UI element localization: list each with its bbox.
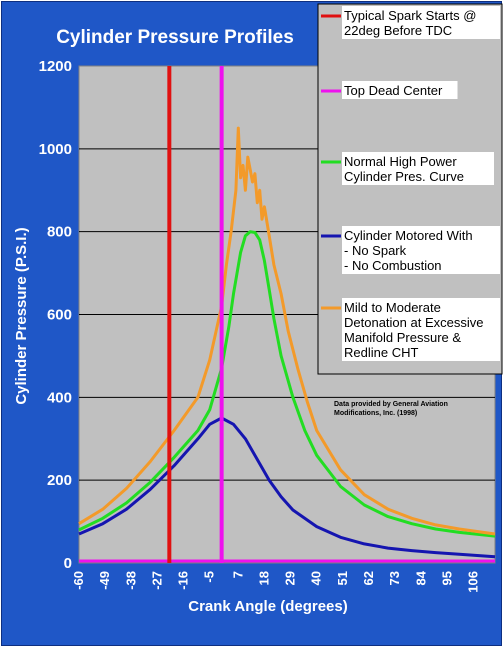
- series-line-0: [78, 230, 496, 538]
- y-tick-label: 0: [64, 555, 72, 572]
- legend-label-4: Mild to Moderate Detonation at Excessive M…: [344, 300, 483, 360]
- x-tick-label: -27: [149, 571, 164, 590]
- chart-title: Cylinder Pressure Profiles: [56, 27, 294, 48]
- y-tick-label: 600: [47, 307, 72, 324]
- y-tick-label: 1200: [39, 58, 72, 75]
- x-tick-label: 51: [335, 571, 350, 585]
- y-axis-label: Cylinder Pressure (P.S.I.): [13, 227, 30, 404]
- y-tick-label: 800: [47, 224, 72, 241]
- legend-label-bg-3: [342, 226, 500, 274]
- x-tick-label: 84: [413, 570, 428, 585]
- y-tick-label: 200: [47, 472, 72, 489]
- x-tick-label: 106: [466, 571, 481, 593]
- x-tick-label: 95: [439, 571, 454, 585]
- data-credit: Data provided by General Aviation Modific…: [334, 401, 448, 417]
- legend-label-2: Normal High Power Cylinder Pres. Curve: [344, 154, 464, 184]
- legend-label-1: Top Dead Center: [344, 83, 443, 98]
- x-tick-label: 40: [309, 571, 324, 585]
- x-tick-label: -49: [97, 571, 112, 590]
- x-tick-label: -60: [71, 571, 86, 590]
- legend-label-bg-1: [342, 81, 458, 99]
- legend-label-3: Cylinder Motored With - No Spark - No Comb…: [344, 228, 473, 273]
- y-tick-label: 400: [47, 389, 72, 406]
- x-tick-label: 29: [283, 571, 298, 585]
- x-tick-label: 73: [387, 571, 402, 585]
- legend-label-0: Typical Spark Starts @22deg Before TDC: [344, 8, 476, 38]
- series-line-2: [78, 126, 496, 536]
- y-tick-label: 1000: [39, 141, 72, 158]
- legend-label-bg-0: [342, 6, 500, 39]
- legend: Typical Spark Starts @22deg Before TDC To…: [317, 3, 503, 375]
- x-tick-label: 7: [230, 571, 245, 578]
- x-tick-label: -16: [176, 571, 191, 590]
- legend-label-bg-4: [342, 298, 500, 361]
- series-line-1: [78, 416, 496, 559]
- x-tick-label: 62: [361, 571, 376, 585]
- x-tick-label: -5: [202, 571, 217, 583]
- legend-label-bg-2: [342, 152, 494, 185]
- x-tick-label: 18: [256, 571, 271, 585]
- x-axis-label: Crank Angle (degrees): [188, 598, 348, 615]
- x-tick-label: -38: [123, 571, 138, 590]
